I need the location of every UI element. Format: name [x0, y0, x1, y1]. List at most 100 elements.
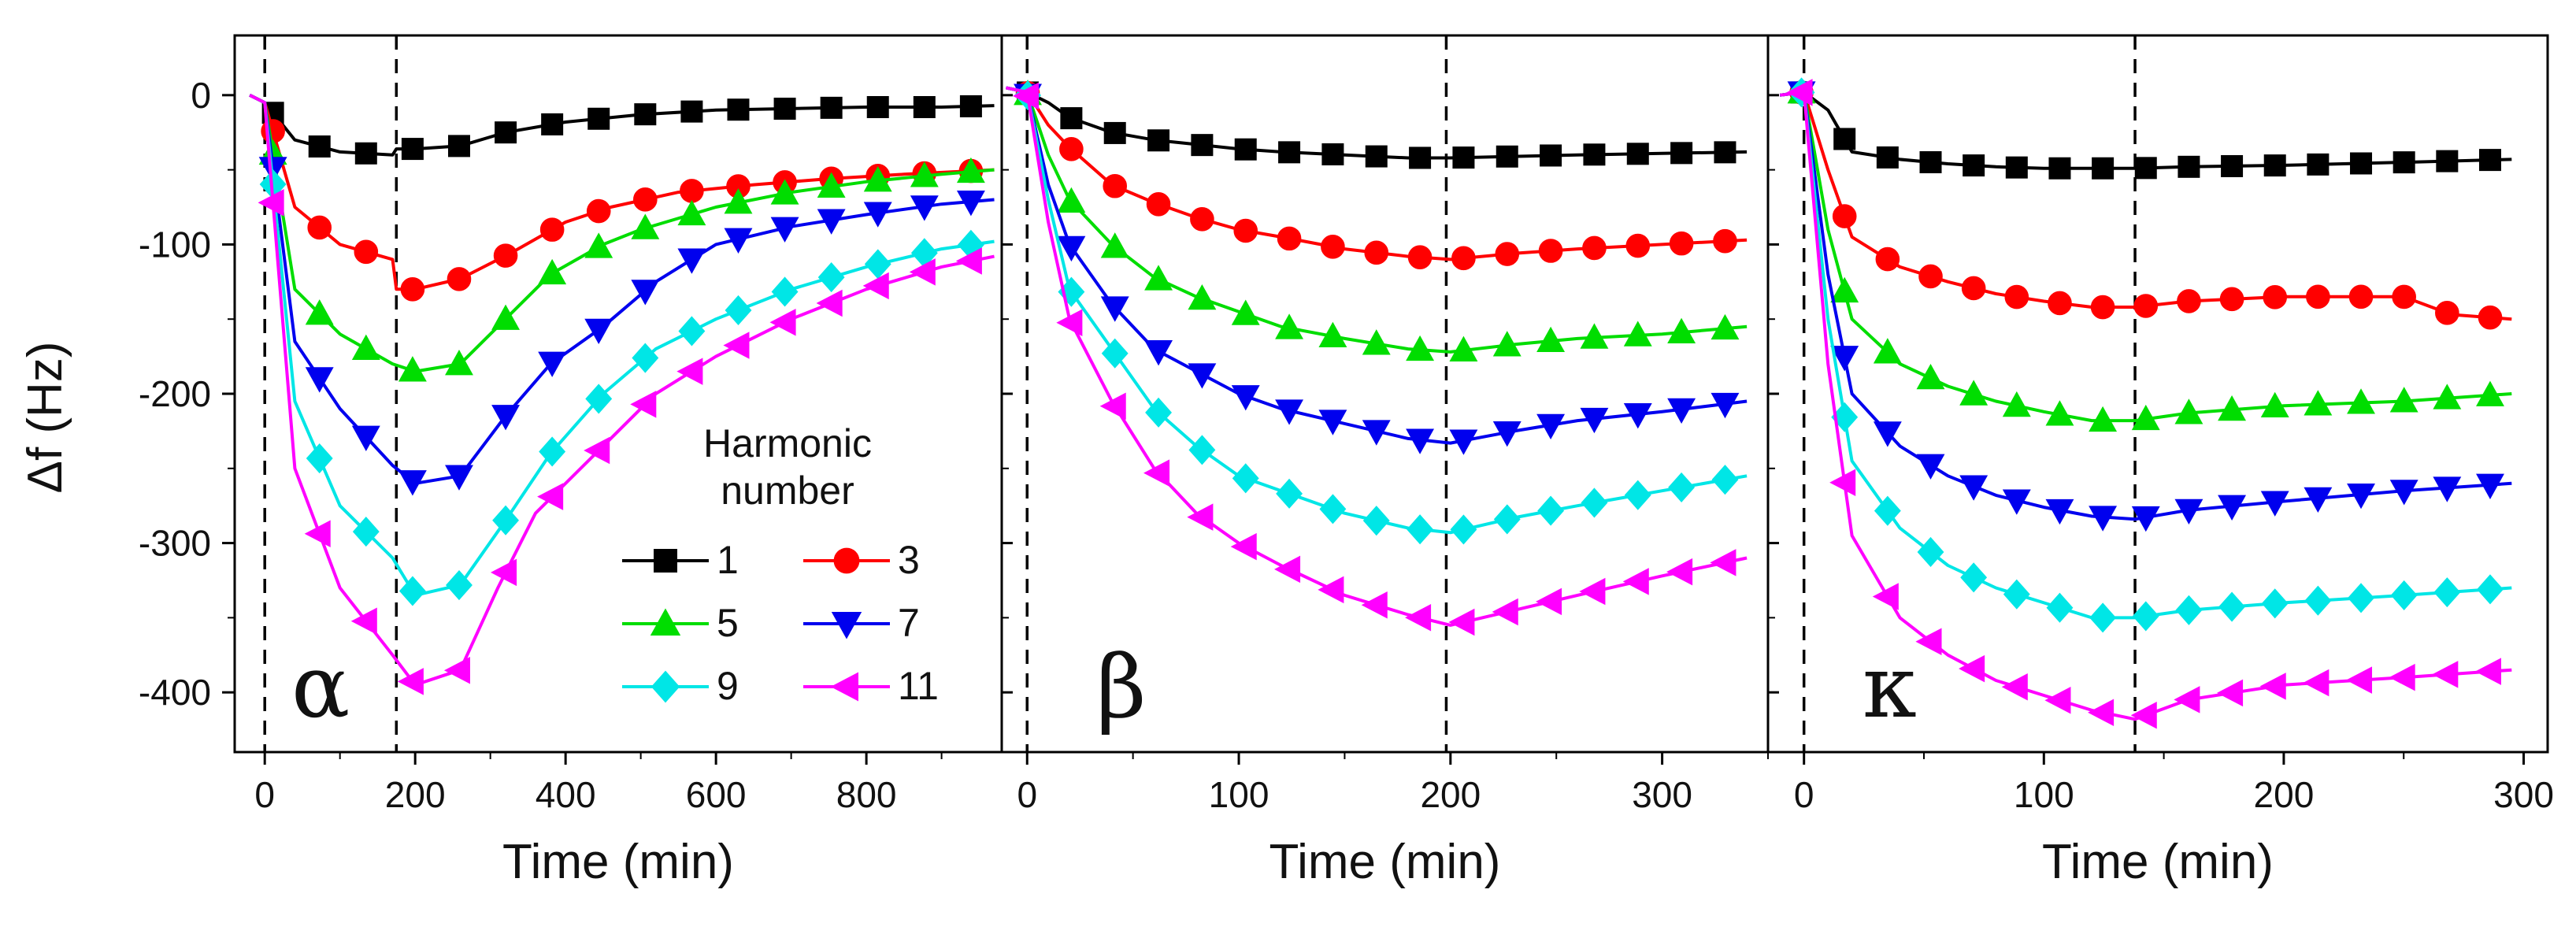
data-point	[445, 350, 473, 376]
x-tick-label: 0	[1794, 774, 1814, 815]
data-point	[1190, 206, 1214, 232]
x-tick-label: 0	[254, 774, 275, 815]
x-tick-label: 100	[1209, 774, 1269, 815]
data-point	[1449, 335, 1478, 361]
legend-label: 1	[717, 538, 739, 582]
data-point	[2218, 395, 2247, 421]
data-point	[541, 113, 564, 135]
data-point	[2045, 499, 2074, 525]
data-point	[2263, 284, 2288, 309]
data-point	[350, 607, 377, 635]
data-point	[2478, 305, 2503, 330]
legend-marker	[650, 608, 681, 636]
data-point	[1450, 514, 1477, 545]
data-point	[2350, 152, 2373, 175]
data-point	[770, 179, 799, 205]
data-point	[1230, 532, 1257, 561]
data-point	[1057, 187, 1086, 213]
data-point	[676, 358, 703, 385]
data-point	[2048, 291, 2072, 316]
data-point	[2433, 384, 2462, 410]
data-point	[493, 243, 518, 268]
data-point	[2389, 480, 2418, 506]
x-axis-title: Time (min)	[502, 835, 734, 889]
data-point	[1103, 121, 1126, 144]
legend-entry-9: 9	[622, 664, 739, 708]
data-point	[1670, 142, 1693, 165]
y-tick-label: -200	[139, 373, 211, 414]
data-point	[634, 103, 657, 126]
data-point	[864, 249, 891, 280]
data-point	[2478, 149, 2501, 172]
data-point	[1537, 495, 1565, 526]
legend-marker	[654, 549, 677, 573]
data-point	[1959, 475, 1989, 501]
data-point	[1452, 146, 1475, 169]
series-layer	[249, 77, 2512, 729]
data-point	[1059, 136, 1084, 161]
data-point	[1144, 265, 1173, 291]
data-point	[2090, 295, 2115, 320]
x-tick-label: 200	[1420, 774, 1481, 815]
data-point	[2088, 699, 2115, 727]
data-point	[1873, 338, 1902, 364]
data-point	[1232, 463, 1259, 494]
data-point	[587, 107, 610, 130]
x-tick-label: 200	[385, 774, 446, 815]
data-point	[1187, 503, 1214, 531]
data-point	[2433, 577, 2461, 608]
series-line	[1005, 86, 1748, 261]
data-point	[631, 280, 660, 306]
data-point	[2260, 491, 2289, 517]
data-point	[1495, 242, 1520, 266]
data-point	[2221, 154, 2244, 177]
series-9	[249, 94, 995, 606]
data-point	[2048, 157, 2071, 180]
data-point	[725, 295, 752, 326]
data-point	[2130, 702, 2157, 729]
data-point	[447, 135, 470, 158]
series-3	[1779, 80, 2512, 330]
data-point	[2306, 284, 2330, 309]
data-point	[1830, 346, 1859, 372]
y-tick-label: 0	[191, 75, 211, 116]
data-point	[304, 520, 331, 547]
data-point	[1873, 421, 1902, 447]
data-point	[1669, 231, 1694, 256]
data-point	[1275, 313, 1304, 339]
data-point	[1625, 233, 1651, 258]
data-point	[1233, 218, 1258, 243]
data-point	[2433, 476, 2462, 502]
data-point	[398, 576, 426, 606]
data-point	[1668, 472, 1696, 502]
x-tick-label: 300	[2493, 774, 2554, 815]
data-point	[1832, 204, 1857, 228]
data-point	[352, 517, 380, 547]
data-point	[680, 179, 704, 203]
data-point	[398, 356, 427, 382]
data-point	[2002, 391, 2031, 417]
data-point	[2177, 289, 2201, 313]
data-point	[1231, 299, 1260, 325]
data-point	[495, 121, 517, 144]
data-point	[1874, 495, 1901, 526]
data-point	[1582, 235, 1607, 261]
data-point	[1409, 146, 1432, 169]
data-point	[1012, 82, 1040, 110]
legend-title-line2: number	[721, 469, 854, 513]
data-point	[1492, 421, 1522, 447]
data-point	[817, 262, 845, 293]
data-point	[1451, 246, 1476, 271]
data-point	[1711, 313, 1740, 340]
data-point	[727, 98, 750, 121]
data-point	[2044, 686, 2071, 714]
data-point	[491, 405, 521, 431]
data-point	[1626, 143, 1649, 165]
data-point	[351, 425, 380, 451]
data-point	[1406, 335, 1435, 361]
data-point	[2217, 679, 2244, 707]
panel-3	[1766, 34, 2549, 765]
data-point	[910, 161, 939, 187]
data-point	[816, 289, 843, 317]
data-point	[1362, 506, 1390, 536]
